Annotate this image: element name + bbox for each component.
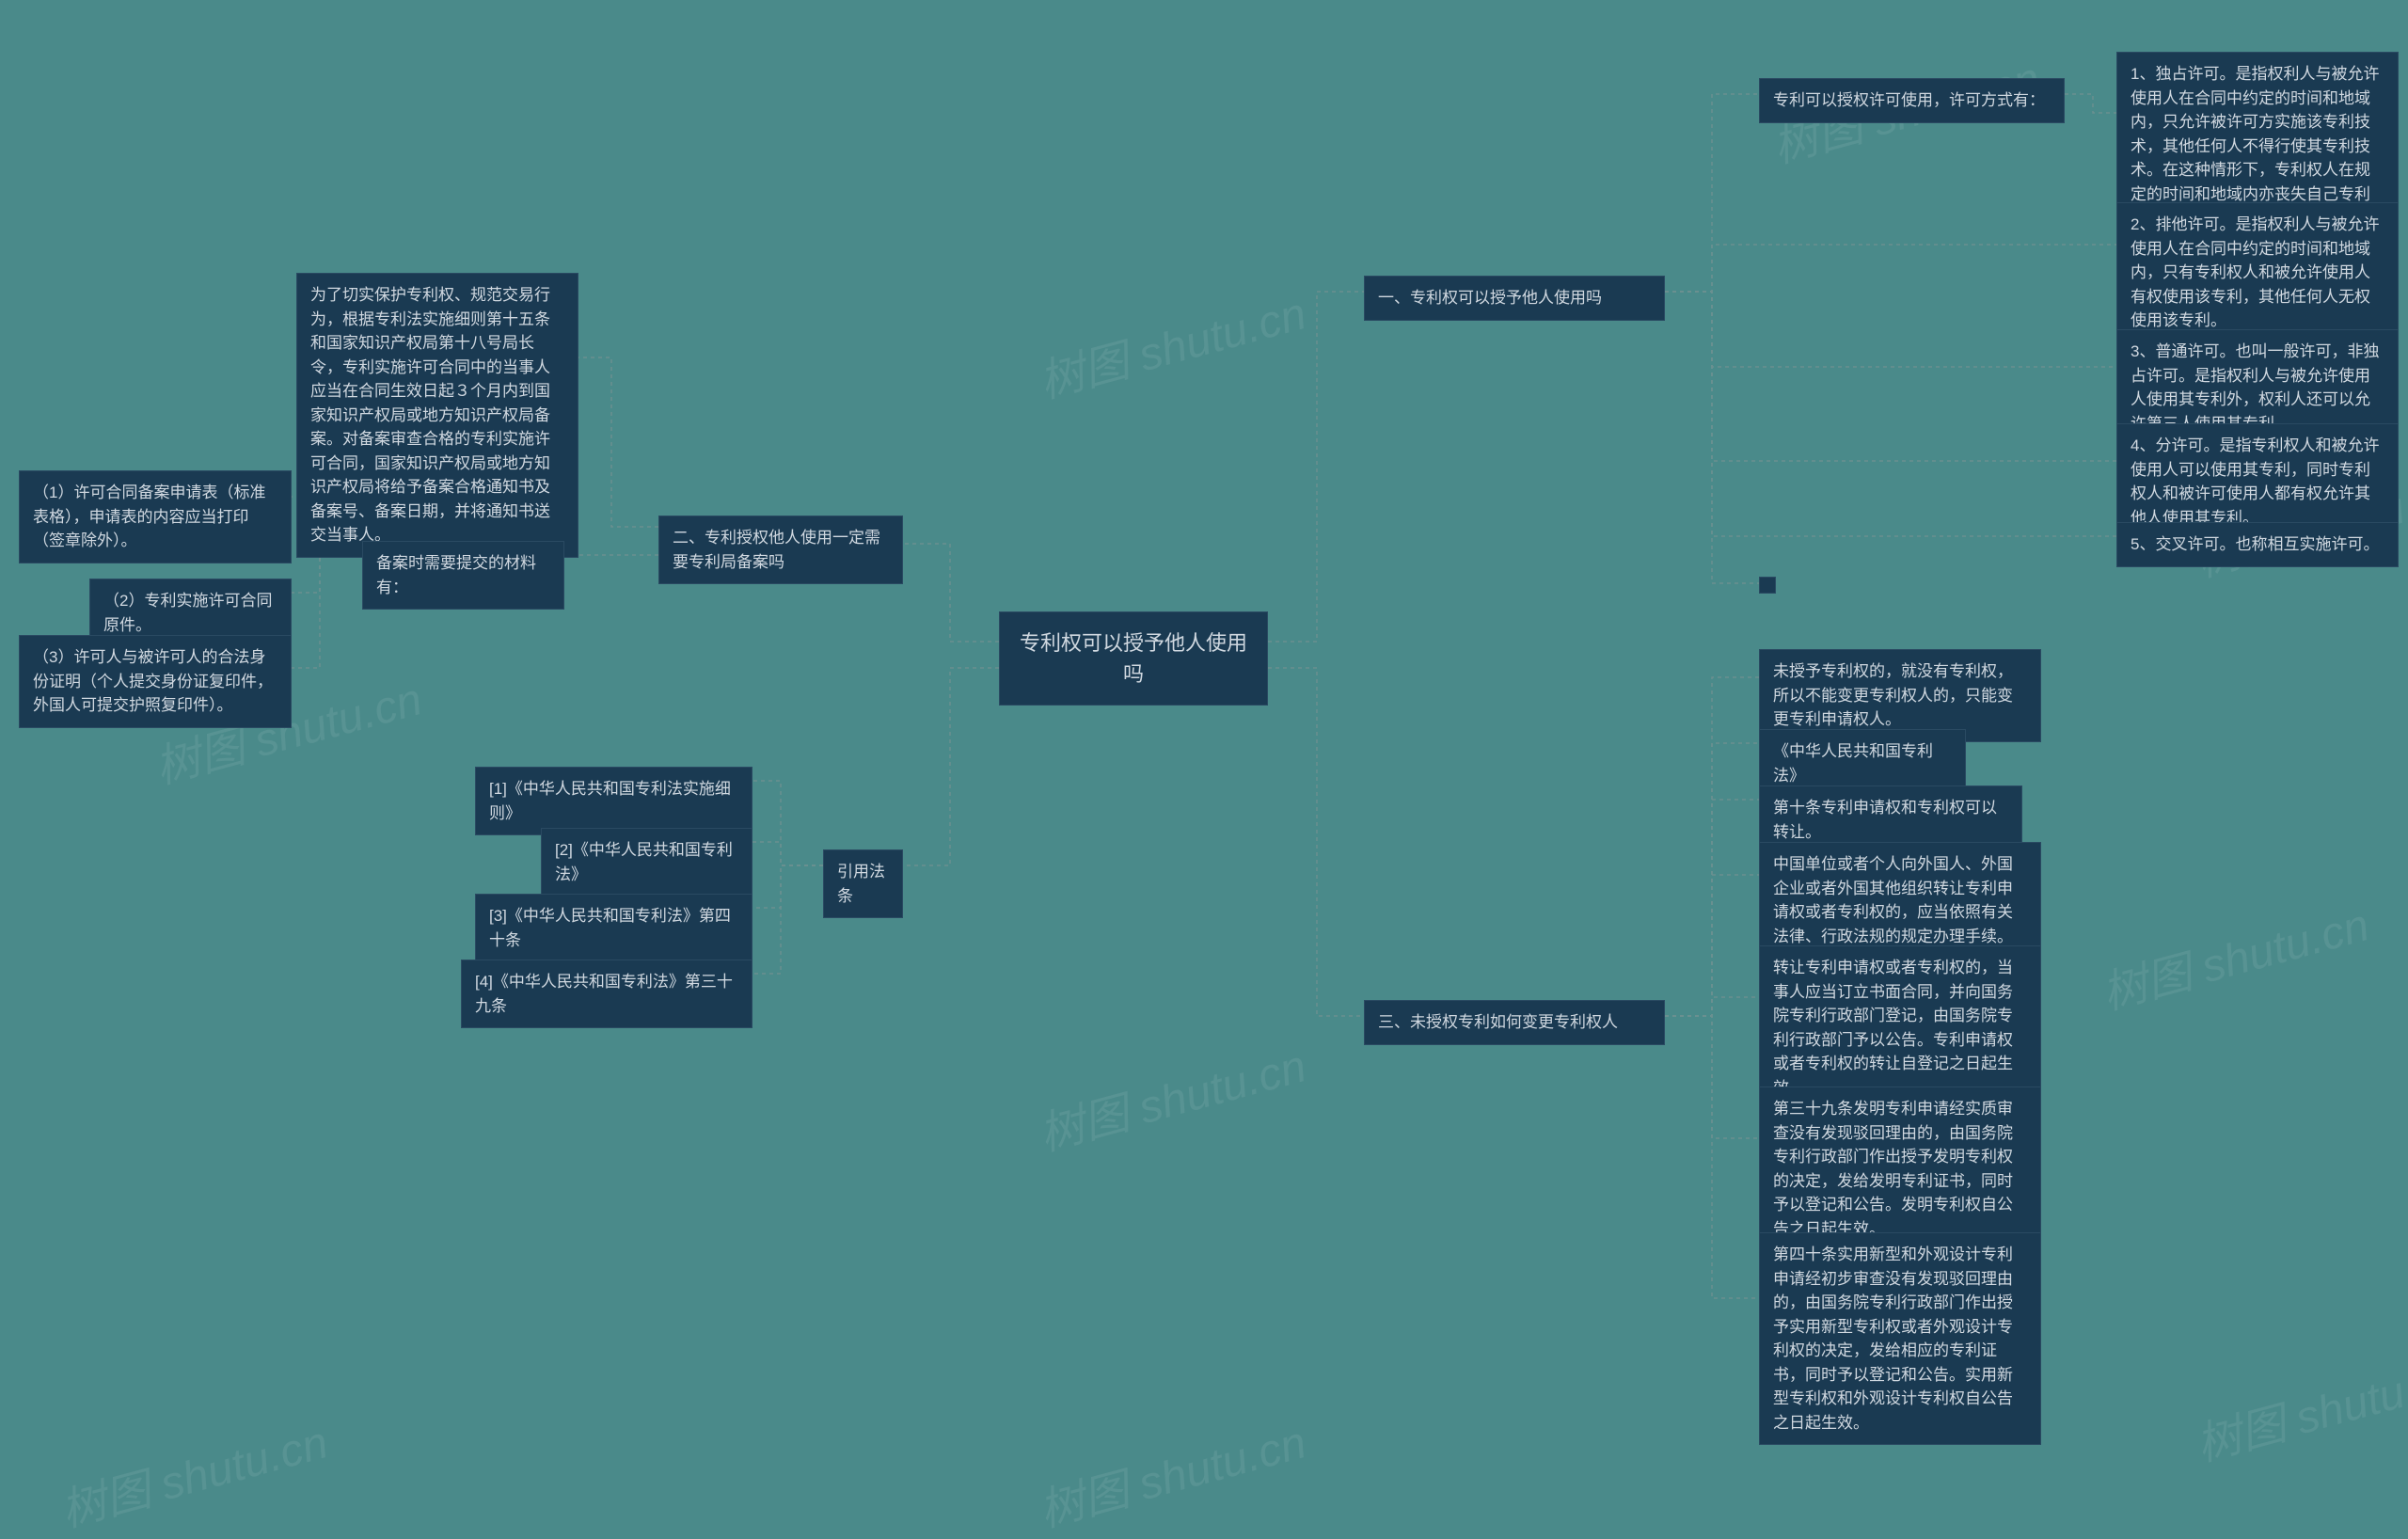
watermark: 树图 shutu.cn	[1031, 1405, 1312, 1539]
branch1-sub: 专利可以授权许可使用，许可方式有：	[1759, 78, 2065, 123]
branch3-item7: 第四十条实用新型和外观设计专利申请经初步审查没有发现驳回理由的，由国务院专利行政…	[1759, 1232, 2041, 1445]
branch3-item4: 中国单位或者个人向外国人、外国企业或者外国其他组织转让专利申请权或者专利权的，应…	[1759, 842, 2041, 959]
watermark: 树图 shutu.cn	[1031, 277, 1312, 411]
branch2-sub: 备案时需要提交的材料有：	[362, 541, 564, 610]
root-node: 专利权可以授予他人使用吗	[999, 611, 1268, 706]
branch4-ref4: [4]《中华人民共和国专利法》第三十九条	[461, 960, 752, 1028]
branch4-ref1: [1]《中华人民共和国专利法实施细则》	[475, 767, 752, 835]
branch1-title: 一、专利权可以授予他人使用吗	[1364, 276, 1665, 321]
branch3-item1: 未授予专利权的，就没有专利权，所以不能变更专利权人的，只能变更专利申请权人。	[1759, 649, 2041, 742]
watermark: 树图 shutu.cn	[53, 1405, 334, 1539]
branch1-item2: 2、排他许可。是指权利人与被允许使用人在合同中约定的时间和地域内，只有专利权人和…	[2116, 202, 2399, 343]
branch3-item6: 第三十九条发明专利申请经实质审查没有发现驳回理由的，由国务院专利行政部门作出授予…	[1759, 1087, 2041, 1251]
branch2-title: 二、专利授权他人使用一定需要专利局备案吗	[658, 516, 903, 584]
watermark: 树图 shutu.cn	[2188, 1340, 2408, 1474]
branch4-ref2: [2]《中华人民共和国专利法》	[541, 828, 752, 896]
branch1-item5: 5、交叉许可。也称相互实施许可。	[2116, 522, 2399, 567]
branch3-title: 三、未授权专利如何变更专利权人	[1364, 1000, 1665, 1045]
branch2-intro: 为了切实保护专利权、规范交易行为，根据专利法实施细则第十五条和国家知识产权局第十…	[296, 273, 578, 558]
branch3-item5: 转让专利申请权或者专利权的，当事人应当订立书面合同，并向国务院专利行政部门登记，…	[1759, 945, 2041, 1110]
branch2-material1: （1）许可合同备案申请表（标准表格），申请表的内容应当打印（签章除外）。	[19, 470, 292, 563]
branch1-empty	[1759, 577, 1776, 594]
watermark: 树图 shutu.cn	[1031, 1029, 1312, 1164]
branch4-title: 引用法条	[823, 849, 903, 918]
connections	[0, 0, 2408, 1514]
branch2-material3: （3）许可人与被许可人的合法身份证明（个人提交身份证复印件，外国人可提交护照复印…	[19, 635, 292, 728]
branch4-ref3: [3]《中华人民共和国专利法》第四十条	[475, 894, 752, 962]
watermark: 树图 shutu.cn	[2094, 888, 2375, 1023]
